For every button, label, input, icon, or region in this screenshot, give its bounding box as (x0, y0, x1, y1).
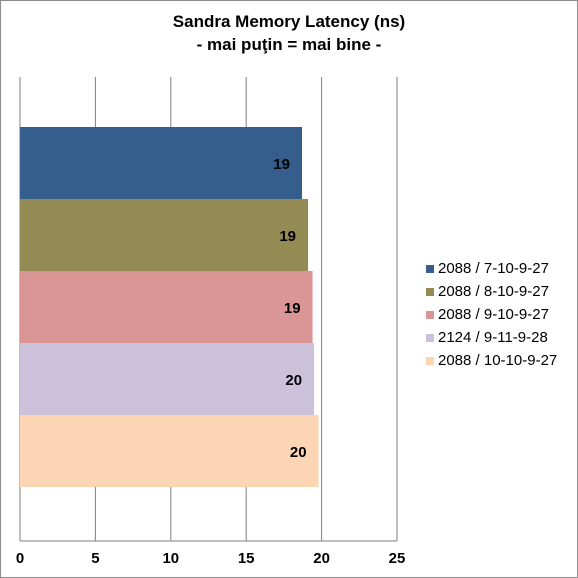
data-label: 19 (279, 228, 296, 245)
bar (20, 343, 315, 415)
legend-item: 2088 / 9-10-9-27 (426, 303, 557, 326)
legend-swatch (426, 287, 434, 296)
legend-label: 2088 / 9-10-9-27 (438, 306, 549, 323)
bar (20, 415, 319, 487)
x-tick-label: 10 (162, 550, 179, 567)
x-tick-label: 25 (389, 550, 406, 567)
bar (20, 271, 313, 343)
x-tick-label: 15 (238, 550, 255, 567)
legend-label: 2088 / 7-10-9-27 (438, 260, 549, 277)
legend-item: 2088 / 8-10-9-27 (426, 280, 557, 303)
chart-title: Sandra Memory Latency (ns) (172, 12, 406, 31)
legend-label: 2088 / 10-10-9-27 (438, 352, 558, 369)
data-label: 19 (284, 300, 301, 317)
legend-item: 2088 / 7-10-9-27 (426, 257, 557, 280)
legend-label: 2088 / 8-10-9-27 (438, 283, 549, 300)
chart-subtitle: - mai puţin = mai bine - (196, 35, 382, 54)
legend: 2088 / 7-10-9-27 2088 / 8-10-9-27 2088 / 9… (426, 257, 557, 372)
x-tick-label: 0 (16, 550, 24, 567)
legend-swatch (426, 264, 434, 273)
legend-item: 2124 / 9-11-9-28 (426, 326, 557, 349)
legend-label: 2124 / 9-11-9-28 (438, 329, 548, 346)
legend-swatch (426, 356, 434, 365)
data-label: 20 (290, 444, 307, 461)
data-label: 19 (273, 156, 290, 173)
bar (20, 199, 309, 271)
bar (20, 127, 302, 199)
legend-swatch (426, 310, 434, 319)
legend-swatch (426, 333, 434, 342)
legend-item: 2088 / 10-10-9-27 (426, 349, 557, 372)
x-tick-label: 5 (91, 550, 99, 567)
data-label: 20 (285, 372, 302, 389)
x-tick-label: 20 (313, 550, 330, 567)
